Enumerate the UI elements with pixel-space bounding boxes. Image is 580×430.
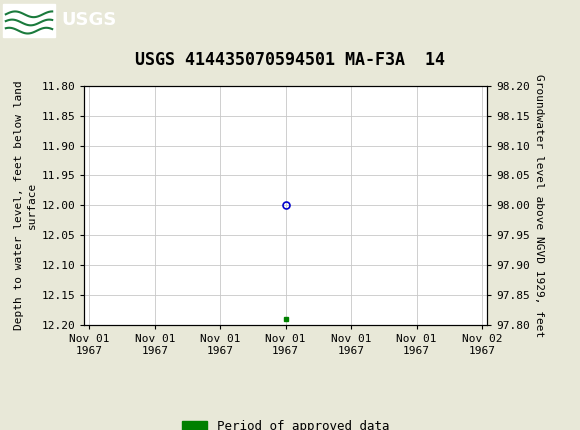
Text: USGS: USGS <box>61 12 116 29</box>
Legend: Period of approved data: Period of approved data <box>177 415 394 430</box>
FancyBboxPatch shape <box>3 4 55 37</box>
Y-axis label: Depth to water level, feet below land
surface: Depth to water level, feet below land su… <box>14 80 37 330</box>
Y-axis label: Groundwater level above NGVD 1929, feet: Groundwater level above NGVD 1929, feet <box>534 74 544 337</box>
Text: USGS 414435070594501 MA-F3A  14: USGS 414435070594501 MA-F3A 14 <box>135 51 445 69</box>
